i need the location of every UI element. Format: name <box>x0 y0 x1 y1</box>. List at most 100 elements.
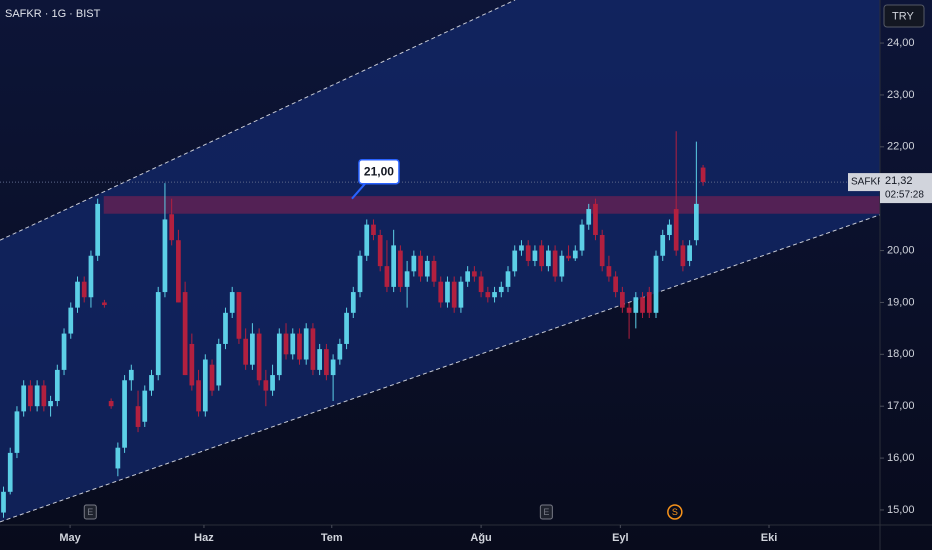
candle-body <box>700 167 706 183</box>
event-label: E <box>87 507 93 517</box>
candle-body <box>41 385 47 407</box>
currency[interactable]: TRY <box>892 10 914 22</box>
candle-body <box>149 375 154 391</box>
candle-body <box>424 260 430 277</box>
resistance-zone <box>103 196 880 214</box>
countdown: 02:57:28 <box>885 190 924 201</box>
candle-body <box>202 359 208 412</box>
candle-body <box>680 245 686 267</box>
candle-body <box>75 281 80 308</box>
candle-body <box>539 245 544 267</box>
candle-body <box>505 271 511 287</box>
candle-body <box>263 380 269 391</box>
y-tick-label: 23,00 <box>887 89 915 101</box>
symbol-label: SAFKR <box>851 177 884 188</box>
candle-body <box>223 312 228 344</box>
channel-line <box>0 0 516 241</box>
candle-body <box>229 292 235 313</box>
candle-body <box>344 312 349 344</box>
annotation-pointer <box>351 182 367 200</box>
candle-body <box>552 250 558 277</box>
candle-body <box>290 333 296 355</box>
last-price: 21,32 <box>885 175 913 187</box>
candle-body <box>418 255 423 277</box>
candle-body <box>451 281 457 308</box>
event-label: S <box>672 507 678 517</box>
x-tick-label: Tem <box>321 532 343 544</box>
candle-body <box>135 406 141 427</box>
candle-body <box>606 266 612 277</box>
annotation-label: 21,00 <box>364 164 394 178</box>
candle-body <box>478 276 484 293</box>
candle-body <box>102 302 107 306</box>
candle-body <box>485 292 491 298</box>
channel-line <box>0 214 880 523</box>
candle-body <box>236 292 242 339</box>
candle-body <box>256 333 262 381</box>
y-tick-label: 17,00 <box>887 400 915 412</box>
candle-body <box>283 333 289 355</box>
candle-body <box>498 286 504 293</box>
candle-body <box>216 343 222 386</box>
x-tick-label: May <box>59 532 81 544</box>
candle-body <box>357 255 363 293</box>
candle-body <box>593 203 598 236</box>
candle-body <box>532 250 538 261</box>
candle-body <box>687 245 692 261</box>
candle-body <box>398 250 403 287</box>
candle-body <box>384 266 390 287</box>
annotation-box <box>358 158 400 185</box>
channel-fill <box>0 0 880 522</box>
candle-body <box>438 281 444 303</box>
candle-body <box>350 292 356 313</box>
candle-body <box>61 333 67 370</box>
candle-body <box>472 271 477 277</box>
candle-body <box>337 343 343 360</box>
candle-body <box>377 235 383 267</box>
candle-body <box>14 411 20 453</box>
candle-body <box>68 307 74 334</box>
y-tick-label: 24,00 <box>887 37 915 49</box>
candle-body <box>445 281 450 303</box>
candle-body <box>7 452 13 492</box>
candle-body <box>303 328 309 360</box>
y-tick-label: 19,00 <box>887 296 915 308</box>
y-tick-label: 18,00 <box>887 348 915 360</box>
candle-body <box>620 292 625 308</box>
y-tick-label: 15,00 <box>887 504 915 516</box>
y-tick-label: 16,00 <box>887 452 915 464</box>
candle-body <box>546 250 551 267</box>
symbol-box <box>848 173 880 192</box>
plot-area <box>0 0 880 523</box>
x-tick-label: Haz <box>194 532 214 544</box>
candle-body <box>431 260 437 282</box>
event-marker <box>539 504 553 520</box>
candle-body <box>525 245 531 261</box>
x-tick-label: Eki <box>761 532 778 544</box>
candle-body <box>115 447 121 469</box>
candle-body <box>182 292 188 376</box>
candle-body <box>660 235 666 256</box>
candle-body <box>1 491 6 513</box>
x-tick-label: Ağu <box>470 532 491 544</box>
candle-body <box>28 385 33 407</box>
candle-body <box>391 245 397 287</box>
candle-body <box>189 343 195 386</box>
candle-body <box>646 292 652 313</box>
candle-body <box>566 255 571 259</box>
y-tick-label: 22,00 <box>887 141 915 153</box>
candle-body <box>142 390 148 422</box>
candle-body <box>176 240 181 303</box>
price-box <box>880 173 932 204</box>
y-tick-label: 20,00 <box>887 244 915 256</box>
currency-box[interactable] <box>883 4 925 28</box>
candle-body <box>667 224 672 236</box>
candle-body <box>54 369 60 402</box>
x-tick-label: Eyl <box>612 532 629 544</box>
candle-body <box>599 235 605 267</box>
candle-body <box>310 328 316 370</box>
candle-body <box>586 209 592 225</box>
candle-body <box>250 333 255 365</box>
event-label: E <box>543 507 549 517</box>
